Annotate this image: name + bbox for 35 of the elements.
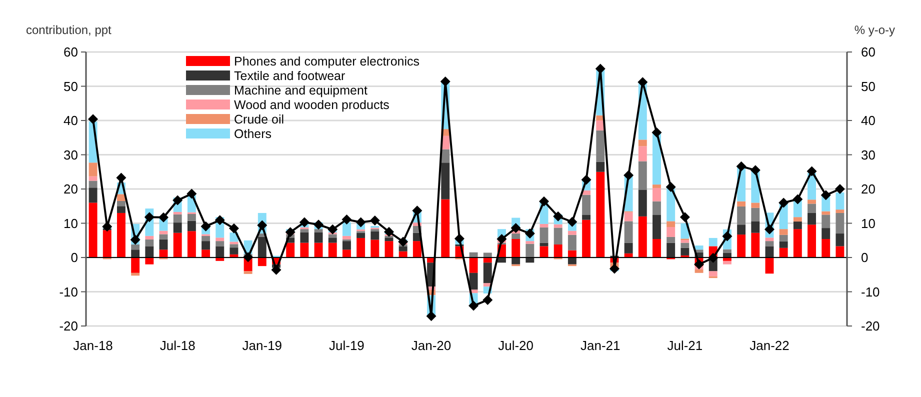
- x-tick-label: Jan-18: [73, 338, 113, 353]
- x-tick-label: Jul-18: [160, 338, 196, 353]
- x-tick-label: Jan-20: [411, 338, 452, 353]
- y-tick-label: 0: [70, 250, 78, 266]
- legend-label: Machine and equipment: [234, 83, 368, 98]
- y2-tick-label: 60: [861, 44, 876, 60]
- y2-tick-label: -20: [861, 318, 880, 334]
- y2-tick-label: 50: [861, 78, 876, 94]
- y-tick-label: 10: [64, 216, 78, 231]
- y2-tick-label: 20: [861, 182, 876, 197]
- legend-label: Wood and wooden products: [234, 98, 390, 112]
- y-axis-title: contribution, ppt: [26, 23, 112, 37]
- legend-label: Crude oil: [234, 112, 284, 126]
- legend-label: Textile and footwear: [234, 68, 346, 83]
- x-tick-label: Jul-21: [667, 338, 703, 353]
- y-tick-label: 30: [64, 147, 78, 162]
- x-tick-label: Jan-19: [242, 338, 282, 353]
- y2-tick-label: 40: [861, 113, 876, 128]
- y2-tick-label: -10: [861, 284, 880, 300]
- y-tick-label: 50: [64, 78, 78, 94]
- y2-tick-label: 30: [861, 147, 876, 162]
- y2-tick-label: 0: [861, 250, 868, 266]
- y-tick-label: -10: [59, 284, 78, 300]
- legend-label: Phones and computer electronics: [234, 54, 420, 68]
- x-tick-label: Jan-21: [580, 338, 620, 353]
- x-tick-label: Jul-20: [498, 338, 534, 353]
- y2-axis-title: % y-o-y: [854, 23, 895, 37]
- x-tick-label: Jul-19: [329, 338, 364, 353]
- y-tick-label: 40: [64, 113, 78, 128]
- y2-tick-label: 10: [861, 216, 876, 231]
- y-tick-label: 20: [64, 182, 78, 197]
- x-tick-label: Jan-22: [750, 338, 790, 353]
- y-tick-label: 60: [64, 44, 78, 60]
- legend-label: Others: [234, 126, 272, 141]
- y-tick-label: -20: [59, 318, 78, 334]
